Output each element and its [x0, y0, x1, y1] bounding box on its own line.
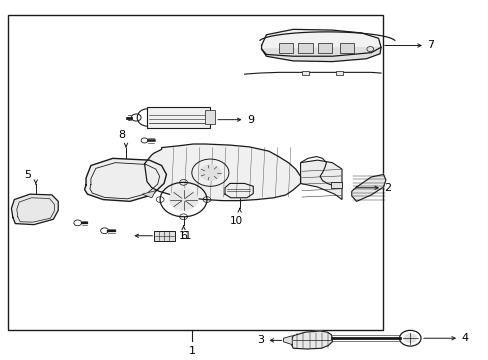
Bar — [317, 43, 331, 53]
Circle shape — [168, 189, 198, 210]
Polygon shape — [283, 336, 292, 345]
Bar — [335, 71, 343, 75]
Text: 5: 5 — [24, 170, 31, 180]
Bar — [339, 43, 353, 53]
Bar — [298, 43, 312, 53]
Bar — [278, 43, 293, 53]
Bar — [8, 15, 383, 330]
Bar — [204, 110, 215, 124]
Polygon shape — [300, 160, 341, 199]
Polygon shape — [351, 175, 385, 201]
Circle shape — [403, 334, 416, 343]
Text: 3: 3 — [257, 336, 264, 345]
Text: 4: 4 — [461, 333, 468, 343]
Text: 7: 7 — [427, 40, 434, 50]
Text: 10: 10 — [229, 216, 242, 226]
Polygon shape — [261, 30, 380, 56]
Polygon shape — [224, 184, 253, 198]
Polygon shape — [290, 331, 331, 349]
Text: 6: 6 — [180, 231, 187, 241]
Text: 11: 11 — [178, 231, 191, 241]
Text: 2: 2 — [384, 183, 391, 193]
Bar — [301, 71, 309, 75]
Bar — [154, 231, 174, 241]
Polygon shape — [144, 144, 300, 201]
Bar — [330, 182, 341, 188]
Circle shape — [199, 165, 221, 181]
Text: 1: 1 — [188, 346, 195, 356]
Polygon shape — [142, 190, 156, 198]
Polygon shape — [261, 47, 380, 62]
Text: 8: 8 — [118, 130, 125, 140]
Polygon shape — [84, 158, 166, 201]
Polygon shape — [11, 194, 58, 225]
Text: 9: 9 — [246, 114, 254, 125]
Bar — [147, 107, 210, 128]
